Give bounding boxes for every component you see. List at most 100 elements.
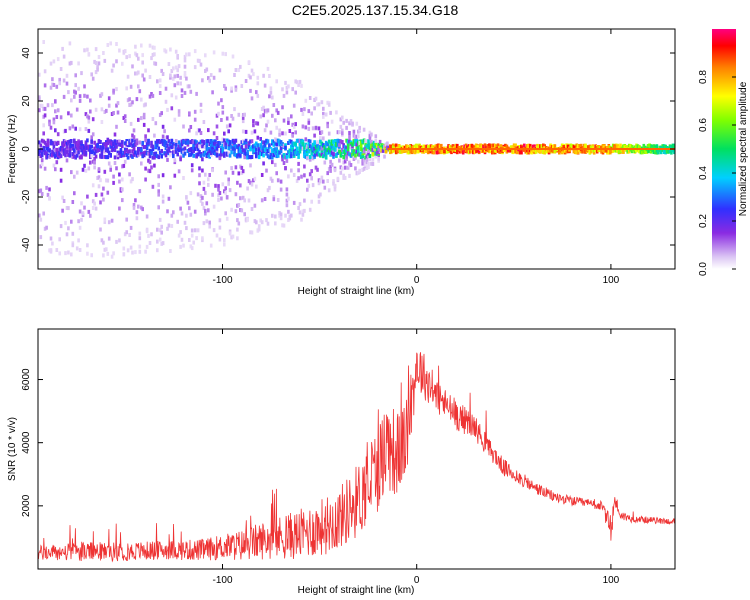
heatmap-cell (180, 88, 184, 93)
heatmap-cell (205, 139, 209, 144)
heatmap-cell (125, 217, 128, 222)
heatmap-cell (342, 143, 345, 148)
heatmap-cell (94, 107, 98, 112)
heatmap-cell (207, 182, 210, 187)
heatmap-cell (380, 143, 383, 148)
heatmap-cell (157, 182, 160, 187)
heatmap-cell (262, 140, 265, 145)
heatmap-cell (389, 148, 392, 153)
heatmap-cell (58, 154, 61, 159)
heatmap-cell (268, 74, 271, 78)
heatmap-cell (142, 112, 146, 117)
heatmap-cell (373, 140, 376, 145)
heatmap-cell (150, 165, 153, 170)
heatmap-cell (588, 149, 592, 154)
heatmap-cell (290, 139, 293, 144)
heatmap-cell (297, 154, 300, 159)
heatmap-cell (291, 143, 294, 147)
heatmap-cell (345, 157, 348, 161)
colorbar-tick-label: 0.2 (698, 214, 709, 228)
heatmap-cell (58, 81, 61, 86)
heatmap-cell (279, 179, 283, 184)
heatmap-cell (319, 139, 322, 144)
heatmap-cell (482, 148, 485, 153)
heatmap-cell (80, 71, 83, 76)
heatmap-cell (403, 148, 407, 153)
heatmap-cell (107, 220, 111, 225)
heatmap-cell (193, 228, 197, 233)
heatmap-cell (84, 150, 88, 155)
heatmap-cell (212, 228, 216, 233)
heatmap-cell (61, 149, 64, 154)
heatmap-cell (491, 150, 494, 155)
heatmap-cell (202, 142, 206, 147)
heatmap-cell (320, 152, 324, 156)
heatmap-cell (426, 145, 430, 149)
heatmap-cell (440, 143, 443, 148)
heatmap-cell (341, 115, 344, 120)
heatmap-cell (220, 98, 223, 103)
heatmap-cell (134, 250, 137, 255)
heatmap-cell (320, 141, 324, 146)
heatmap-cell (237, 221, 241, 226)
heatmap-cell (237, 152, 241, 157)
y-tick-label: 20 (21, 95, 32, 107)
heatmap-cell (298, 202, 302, 207)
heatmap-cell (326, 171, 329, 176)
heatmap-cell (64, 128, 67, 133)
heatmap-cell (140, 97, 143, 102)
heatmap-cell (61, 46, 64, 51)
heatmap-cell (282, 118, 286, 123)
heatmap-cell (287, 141, 290, 145)
heatmap-cell (623, 145, 627, 150)
heatmap-cell (167, 223, 171, 228)
heatmap-cell (201, 168, 204, 173)
heatmap-cell (204, 150, 207, 155)
heatmap-cell (240, 208, 244, 213)
heatmap-cell (42, 40, 45, 44)
heatmap-cell (215, 153, 219, 158)
heatmap-cell (189, 140, 193, 145)
heatmap-cell (260, 198, 264, 203)
heatmap-cell (239, 149, 242, 153)
heatmap-cell (172, 66, 175, 71)
heatmap-cell (131, 64, 134, 69)
heatmap-cell (70, 170, 73, 175)
heatmap-cell (422, 144, 426, 149)
heatmap-cell (256, 135, 260, 140)
heatmap-cell (38, 213, 41, 218)
heatmap-cell (629, 144, 632, 149)
heatmap-cell (105, 155, 108, 160)
heatmap-cell (429, 144, 433, 149)
heatmap-cell (343, 145, 347, 150)
heatmap-cell (375, 144, 379, 149)
heatmap-cell (348, 161, 351, 166)
heatmap-cell (62, 139, 66, 144)
heatmap-cell (170, 69, 174, 73)
heatmap-cell (91, 149, 95, 154)
heatmap-cell (357, 129, 360, 134)
heatmap-cell (237, 203, 241, 207)
heatmap-cell (193, 140, 197, 145)
heatmap-cell (630, 149, 634, 154)
heatmap-cell (317, 194, 321, 199)
heatmap-cell (192, 140, 195, 145)
heatmap-cell (576, 150, 580, 155)
heatmap-cell (158, 237, 162, 242)
heatmap-cell (54, 99, 57, 104)
heatmap-cell (97, 167, 101, 172)
heatmap-cell (275, 79, 278, 84)
heatmap-cell (62, 148, 66, 153)
heatmap-cell (91, 132, 95, 137)
heatmap-cell (96, 65, 99, 70)
heatmap-cell (317, 152, 321, 157)
heatmap-cell (225, 151, 229, 156)
heatmap-cell (326, 145, 329, 150)
heatmap-cell (54, 153, 57, 158)
heatmap-cell (445, 149, 449, 154)
heatmap-cell (362, 166, 366, 171)
heatmap-cell (80, 145, 83, 150)
heatmap-cell (125, 153, 128, 157)
heatmap-cell (46, 103, 50, 108)
heatmap-cell (408, 150, 411, 155)
